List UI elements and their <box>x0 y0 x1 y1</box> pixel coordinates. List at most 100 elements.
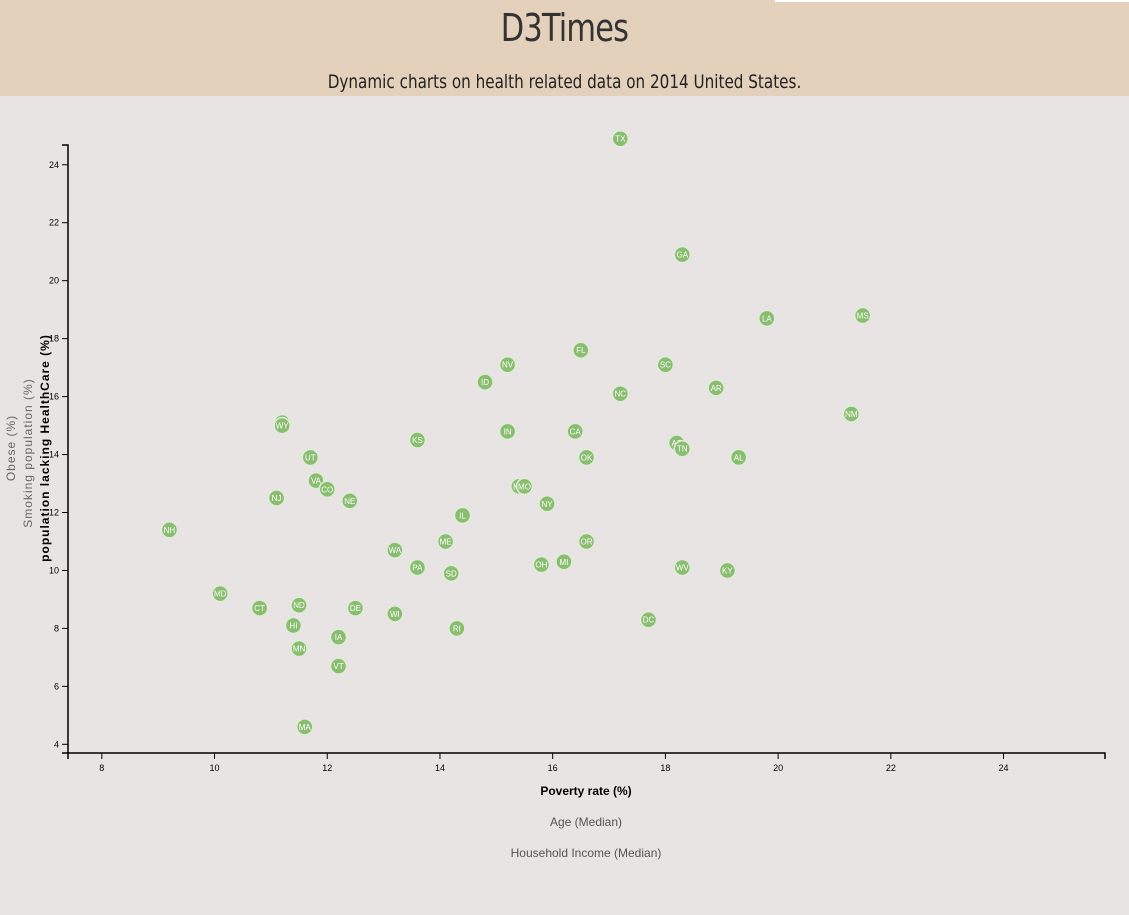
state-circle[interactable] <box>572 341 590 359</box>
state-circle[interactable] <box>290 596 308 614</box>
state-circle[interactable] <box>729 448 748 467</box>
state-circle[interactable] <box>538 495 556 513</box>
state-marker-ny[interactable]: NY <box>538 495 556 513</box>
state-marker-ks[interactable]: KS <box>408 431 427 449</box>
state-circle[interactable] <box>301 448 320 467</box>
y-axis-label-healthcare[interactable]: population lacking HealthCare (%) <box>38 334 52 562</box>
state-circle[interactable] <box>436 532 455 551</box>
y-axis-label-smoking[interactable]: Smoking population (%) <box>21 378 35 527</box>
state-circle[interactable] <box>346 599 365 617</box>
state-marker-ca[interactable]: CA <box>566 422 584 441</box>
state-marker-tx[interactable]: TX <box>611 129 630 148</box>
state-marker-pa[interactable]: PA <box>408 558 427 577</box>
state-circle[interactable] <box>250 599 269 617</box>
state-circle[interactable] <box>532 555 551 574</box>
state-marker-co[interactable]: CO <box>318 480 336 499</box>
state-circle[interactable] <box>707 379 725 397</box>
state-marker-vt[interactable]: VT <box>329 657 348 675</box>
state-marker-nd[interactable]: ND <box>290 596 308 614</box>
state-circle[interactable] <box>448 619 466 638</box>
state-circle[interactable] <box>639 610 658 629</box>
state-circle[interactable] <box>853 306 872 325</box>
state-marker-ms[interactable]: MS <box>853 306 872 325</box>
state-circle[interactable] <box>842 405 861 423</box>
state-marker-id[interactable]: ID <box>476 373 494 391</box>
x-axis-label-age[interactable]: Age (Median) <box>550 815 622 829</box>
state-circle[interactable] <box>341 492 359 510</box>
state-marker-hi[interactable]: HI <box>284 616 303 635</box>
state-circle[interactable] <box>566 422 584 441</box>
state-marker-ct[interactable]: CT <box>250 599 269 617</box>
state-marker-fl[interactable]: FL <box>572 341 590 359</box>
state-marker-nc[interactable]: NC <box>611 384 630 403</box>
state-marker-sc[interactable]: SC <box>656 355 675 374</box>
state-marker-il[interactable]: IL <box>453 506 472 525</box>
state-circle[interactable] <box>295 718 314 736</box>
state-circle[interactable] <box>656 355 675 374</box>
state-marker-wy[interactable]: WY <box>273 416 291 435</box>
state-marker-nm[interactable]: NM <box>842 405 861 423</box>
state-marker-oh[interactable]: OH <box>532 555 551 574</box>
state-marker-mn[interactable]: MN <box>290 639 308 658</box>
state-marker-mi[interactable]: MI <box>555 553 573 571</box>
state-marker-ky[interactable]: KY <box>718 561 737 580</box>
state-marker-wv[interactable]: WV <box>673 558 692 577</box>
state-circle[interactable] <box>758 309 776 328</box>
state-circle[interactable] <box>611 129 630 148</box>
state-marker-ma[interactable]: MA <box>295 718 314 736</box>
state-marker-ut[interactable]: UT <box>301 448 320 467</box>
state-marker-de[interactable]: DE <box>346 599 365 617</box>
state-marker-al[interactable]: AL <box>729 448 748 467</box>
state-marker-ar[interactable]: AR <box>707 379 725 397</box>
state-marker-ia[interactable]: IA <box>329 628 348 646</box>
state-circle[interactable] <box>329 628 348 646</box>
state-marker-md[interactable]: MD <box>211 584 229 603</box>
state-circle[interactable] <box>273 416 291 435</box>
state-circle[interactable] <box>290 639 308 658</box>
state-circle[interactable] <box>160 521 179 539</box>
state-circle[interactable] <box>515 477 534 496</box>
state-marker-ne[interactable]: NE <box>341 492 359 510</box>
state-marker-wi[interactable]: WI <box>386 605 404 623</box>
state-marker-dc[interactable]: DC <box>639 610 658 629</box>
state-circle[interactable] <box>555 553 573 571</box>
state-circle[interactable] <box>673 245 692 264</box>
state-circle[interactable] <box>577 532 596 551</box>
state-circle[interactable] <box>318 480 336 499</box>
y-axis-label-obese[interactable]: Obese (%) <box>4 415 18 481</box>
state-circle[interactable] <box>386 605 404 623</box>
state-marker-wa[interactable]: WA <box>386 541 404 559</box>
state-circle[interactable] <box>577 448 596 467</box>
x-axis-label-income[interactable]: Household Income (Median) <box>511 846 662 860</box>
state-marker-in[interactable]: IN <box>498 422 517 441</box>
state-circle[interactable] <box>408 558 427 577</box>
state-marker-mo[interactable]: MO <box>515 477 534 496</box>
state-circle[interactable] <box>611 384 630 403</box>
state-marker-ga[interactable]: GA <box>673 245 692 264</box>
state-marker-ok[interactable]: OK <box>577 448 596 467</box>
state-marker-tn[interactable]: TN <box>673 439 692 458</box>
state-circle[interactable] <box>673 439 692 458</box>
state-circle[interactable] <box>442 564 460 583</box>
state-circle[interactable] <box>386 541 404 559</box>
state-marker-nv[interactable]: NV <box>498 355 517 374</box>
state-circle[interactable] <box>329 657 348 675</box>
state-circle[interactable] <box>408 431 427 449</box>
x-axis-label-poverty[interactable]: Poverty rate (%) <box>540 784 631 798</box>
state-marker-nj[interactable]: NJ <box>267 489 286 507</box>
state-circle[interactable] <box>267 489 286 507</box>
state-marker-la[interactable]: LA <box>758 309 776 328</box>
state-circle[interactable] <box>718 561 737 580</box>
state-circle[interactable] <box>476 373 494 391</box>
state-circle[interactable] <box>211 584 229 603</box>
state-marker-nh[interactable]: NH <box>160 521 179 539</box>
state-marker-me[interactable]: ME <box>436 532 455 551</box>
state-circle[interactable] <box>673 558 692 577</box>
state-circle[interactable] <box>284 616 303 635</box>
state-marker-sd[interactable]: SD <box>442 564 460 583</box>
state-circle[interactable] <box>498 355 517 374</box>
state-circle[interactable] <box>498 422 517 441</box>
state-marker-ri[interactable]: RI <box>448 619 466 638</box>
state-circle[interactable] <box>453 506 472 525</box>
state-marker-or[interactable]: OR <box>577 532 596 551</box>
